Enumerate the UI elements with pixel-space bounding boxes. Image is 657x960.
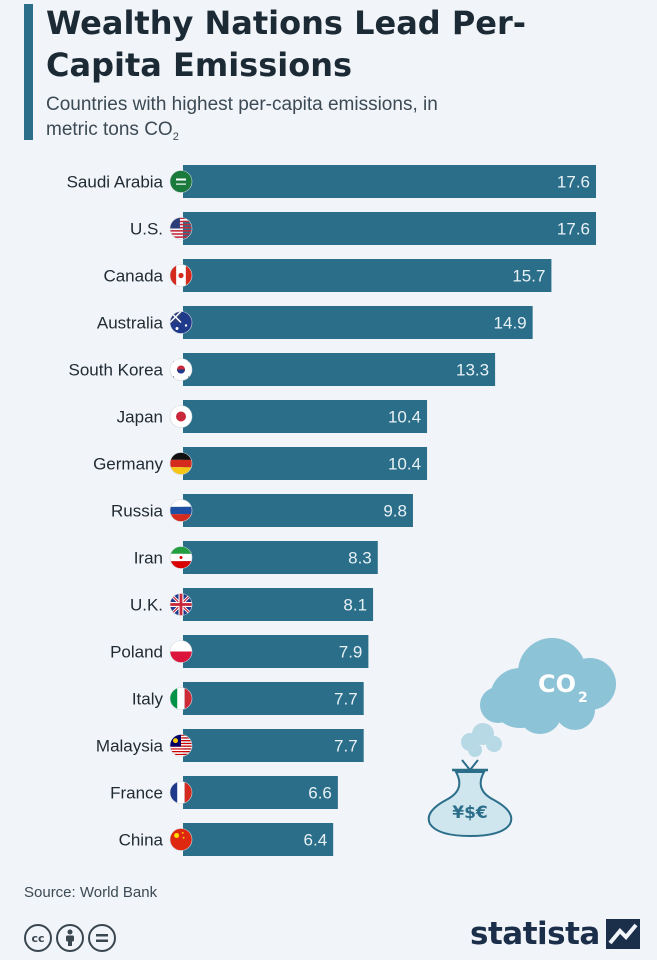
category-label: Italy [132, 690, 164, 709]
italy-flag-icon [169, 687, 193, 710]
category-label: Poland [110, 643, 163, 662]
japan-flag-icon [169, 405, 193, 428]
australia-flag-icon [169, 311, 193, 334]
smoke-puff-icon [461, 723, 502, 757]
germany-flag-icon [169, 452, 193, 475]
category-label: France [110, 784, 163, 803]
chart-title: Wealthy Nations Lead Per-Capita Emission… [46, 4, 527, 84]
bar-chart: 17.6 Saudi Arabia 17.6 U.S. 15.7 Canada 14.9 Au… [67, 165, 616, 856]
brand-name: statista [470, 916, 600, 952]
bar-value-label: 7.7 [334, 737, 358, 756]
category-label: Japan [117, 408, 163, 427]
category-label: U.K. [130, 596, 163, 615]
cc-icon: cc [24, 924, 52, 952]
cloud-text: CO [538, 670, 576, 698]
bar [183, 165, 596, 198]
co2-cloud-icon: CO 2 [480, 638, 616, 734]
category-label: Iran [134, 549, 163, 568]
bag-symbols: ¥$€ [452, 803, 488, 823]
statista-logo: statista [470, 916, 640, 952]
bar [183, 353, 496, 386]
bar [183, 494, 413, 527]
license-icons: cc [24, 924, 116, 952]
russia-flag-icon [169, 499, 193, 522]
bar [183, 588, 374, 621]
bar [183, 635, 369, 668]
category-label: Germany [93, 455, 163, 474]
france-flag-icon [169, 781, 193, 804]
subtitle-subscript: 2 [172, 130, 179, 143]
bar [183, 400, 428, 433]
category-label: U.S. [130, 220, 163, 239]
bar [183, 729, 364, 762]
attribution-icon [56, 924, 84, 952]
category-label: Australia [97, 314, 164, 333]
cloud-subscript: 2 [578, 690, 588, 706]
bar-value-label: 15.7 [512, 267, 545, 286]
bar-value-label: 6.6 [308, 784, 332, 803]
bar-value-label: 7.7 [334, 690, 358, 709]
bar-value-label: 17.6 [557, 173, 590, 192]
bar [183, 541, 378, 574]
south-korea-flag-icon [169, 358, 193, 381]
bar-value-label: 13.3 [456, 361, 489, 380]
category-label: Malaysia [96, 737, 164, 756]
money-bag-icon: ¥$€ [427, 759, 513, 838]
china-flag-icon [169, 828, 193, 851]
bar [183, 212, 596, 245]
title-accent-bar [24, 4, 33, 140]
category-label: China [119, 831, 164, 850]
poland-flag-icon [169, 640, 193, 663]
malaysia-flag-icon [169, 734, 193, 757]
category-label: Canada [103, 267, 163, 286]
chart-subtitle: Countries with highest per-capita emissi… [46, 92, 466, 150]
canada-flag-icon [169, 264, 193, 287]
no-derivatives-icon [88, 924, 116, 952]
bar-value-label: 8.3 [348, 549, 372, 568]
bar [183, 447, 428, 480]
bar [183, 776, 338, 809]
bar-value-label: 10.4 [388, 455, 421, 474]
bar [183, 306, 533, 339]
source-note: Source: World Bank [24, 884, 158, 901]
bar-value-label: 10.4 [388, 408, 421, 427]
bar-value-label: 17.6 [557, 220, 590, 239]
bar-value-label: 14.9 [494, 314, 527, 333]
subtitle-text: Countries with highest per-capita emissi… [46, 94, 438, 140]
statista-logo-icon [605, 919, 640, 949]
category-label: Russia [111, 502, 164, 521]
bar-value-label: 9.8 [383, 502, 407, 521]
us-flag-icon [169, 217, 193, 240]
bar-value-label: 7.9 [339, 643, 363, 662]
bar [183, 823, 334, 856]
uk-flag-icon [169, 593, 193, 616]
iran-flag-icon [169, 546, 193, 569]
category-label: South Korea [68, 361, 163, 380]
bar [183, 682, 364, 715]
category-label: Saudi Arabia [67, 173, 164, 192]
bar [183, 259, 552, 292]
bar-value-label: 8.1 [343, 596, 367, 615]
bar-value-label: 6.4 [304, 831, 328, 850]
saudi-arabia-flag-icon [169, 170, 193, 193]
